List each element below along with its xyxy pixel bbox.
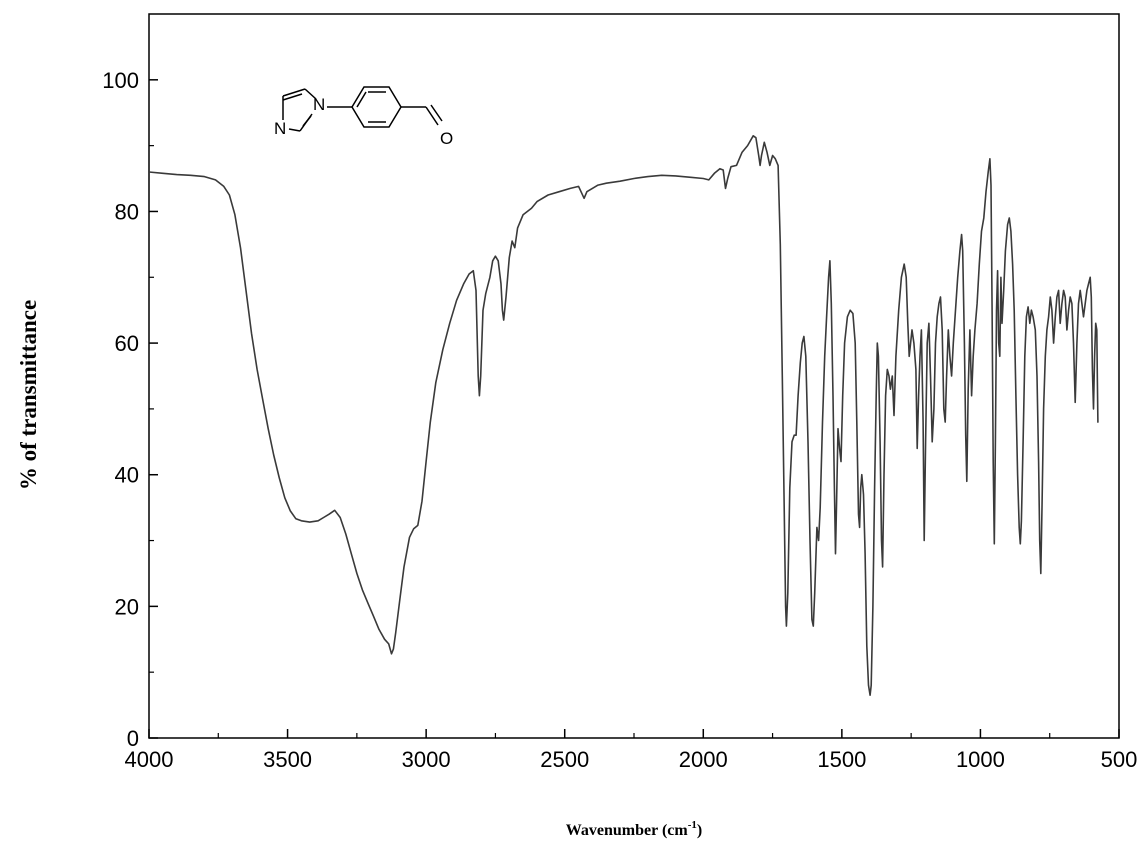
svg-text:N: N bbox=[274, 119, 286, 138]
x-tick-label: 4000 bbox=[125, 747, 174, 772]
x-tick-label: 3500 bbox=[263, 747, 312, 772]
x-axis-title: Wavenumber (cm-1) bbox=[566, 819, 702, 839]
svg-text:N: N bbox=[313, 95, 325, 114]
x-tick-label: 500 bbox=[1101, 747, 1138, 772]
y-tick-label: 40 bbox=[115, 463, 139, 488]
y-tick-label: 0 bbox=[127, 726, 139, 751]
y-tick-label: 60 bbox=[115, 331, 139, 356]
x-axis-title-main: Wavenumber (cm bbox=[566, 822, 689, 839]
x-axis-title-superscript: -1 bbox=[688, 819, 697, 831]
x-axis-title-close: ) bbox=[697, 822, 702, 839]
svg-text:O: O bbox=[440, 129, 453, 148]
x-tick-label: 1000 bbox=[956, 747, 1005, 772]
y-tick-label: 20 bbox=[115, 594, 139, 619]
x-tick-label: 2000 bbox=[679, 747, 728, 772]
x-axis-ticks: 4000 3500 3000 2500 2000 1500 1000 500 bbox=[125, 729, 1138, 772]
x-tick-label: 1500 bbox=[817, 747, 866, 772]
y-axis-ticks: 0 20 40 60 80 100 bbox=[102, 68, 158, 751]
y-tick-label: 80 bbox=[115, 199, 139, 224]
spectrum-line bbox=[148, 135, 1099, 696]
molecule-structure-drawing: N N O bbox=[274, 86, 453, 148]
x-tick-label: 2500 bbox=[540, 747, 589, 772]
y-axis-title: % of transmittance bbox=[16, 300, 41, 490]
plot-area-frame bbox=[148, 13, 1120, 739]
x-tick-label: 3000 bbox=[402, 747, 451, 772]
y-tick-label: 100 bbox=[102, 68, 139, 93]
